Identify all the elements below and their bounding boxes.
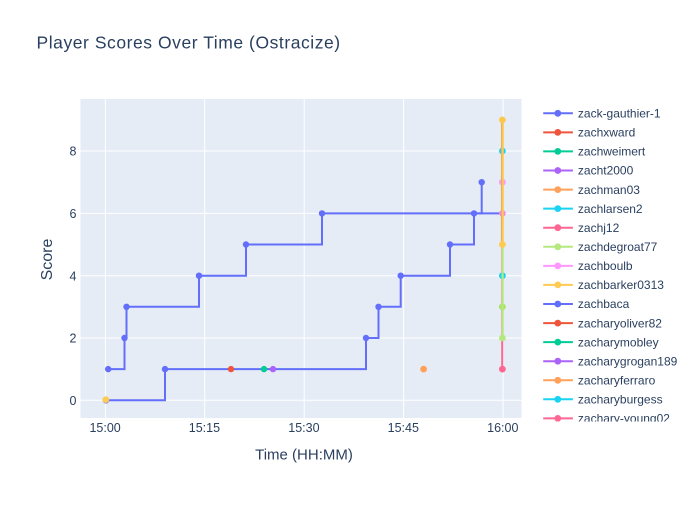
svg-text:2: 2	[70, 332, 77, 346]
svg-text:zacharymobley: zacharymobley	[578, 335, 659, 349]
svg-text:zacht2000: zacht2000	[578, 164, 634, 178]
svg-text:zacharyburgess: zacharyburgess	[578, 393, 663, 407]
svg-text:zacharyoliver82: zacharyoliver82	[578, 316, 662, 330]
svg-text:6: 6	[70, 207, 77, 221]
svg-text:zacharyferraro: zacharyferraro	[578, 374, 656, 388]
svg-text:Score: Score	[39, 239, 56, 281]
svg-text:15:30: 15:30	[288, 421, 319, 435]
svg-text:zachlarsen2: zachlarsen2	[578, 202, 643, 216]
svg-text:Time (HH:MM): Time (HH:MM)	[255, 447, 353, 464]
svg-text:zachxward: zachxward	[578, 126, 635, 140]
svg-text:8: 8	[70, 145, 77, 159]
svg-text:15:45: 15:45	[388, 421, 419, 435]
svg-text:zachbarker0313: zachbarker0313	[578, 278, 664, 292]
svg-text:zachboulb: zachboulb	[578, 259, 633, 273]
svg-text:zacharygrogan189: zacharygrogan189	[578, 354, 678, 368]
svg-text:zack-gauthier-1: zack-gauthier-1	[578, 107, 661, 121]
svg-text:15:00: 15:00	[89, 421, 120, 435]
svg-text:zachdegroat77: zachdegroat77	[578, 240, 658, 254]
svg-text:16:00: 16:00	[487, 421, 518, 435]
svg-text:15:15: 15:15	[189, 421, 220, 435]
svg-text:0: 0	[70, 394, 77, 408]
svg-text:Player Scores Over Time (Ostra: Player Scores Over Time (Ostracize)	[37, 33, 341, 53]
svg-text:4: 4	[70, 269, 77, 283]
svg-text:zachbaca: zachbaca	[578, 297, 630, 311]
svg-text:zachj12: zachj12	[578, 221, 620, 235]
svg-text:zachweimert: zachweimert	[578, 145, 646, 159]
svg-text:zachman03: zachman03	[578, 183, 640, 197]
